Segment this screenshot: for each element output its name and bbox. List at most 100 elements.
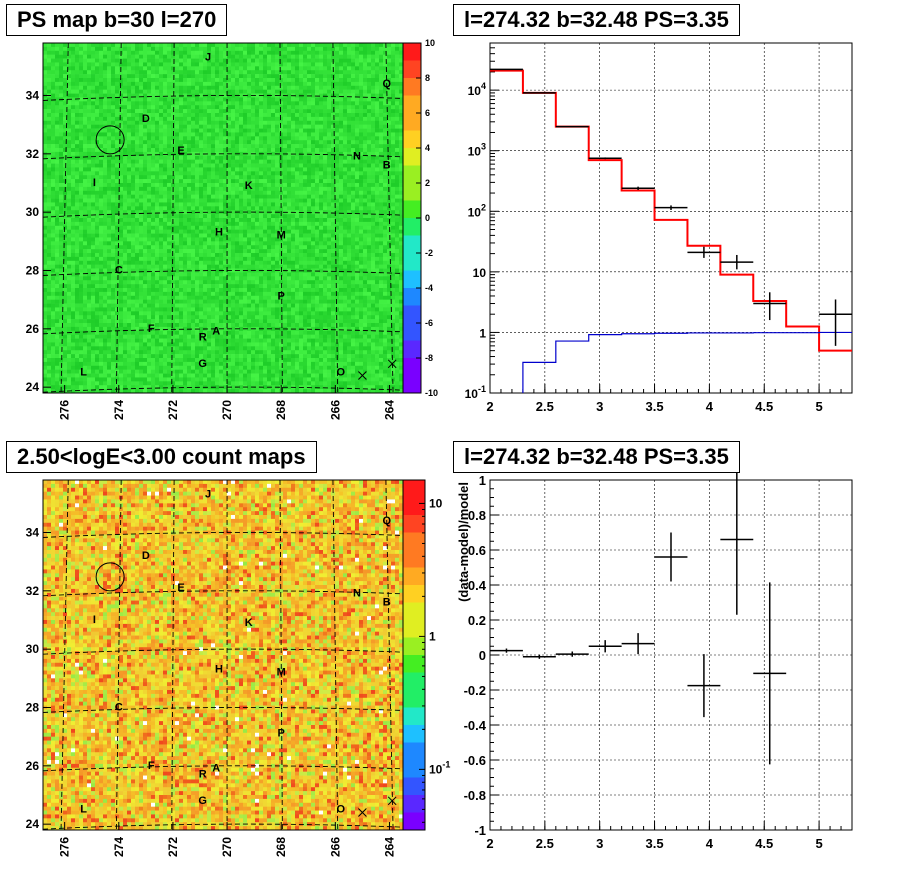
colorbar-step [403,148,421,166]
y-tick-label: -1 [474,823,486,838]
colorbar-step [403,777,425,796]
y-tick-label: 34 [26,526,40,540]
grid-meridian [115,480,122,830]
x-tick-label: 274 [112,837,126,857]
colorbar-step [403,270,421,289]
grid-parallel [43,590,403,597]
y-tick-label: 0.6 [468,543,486,558]
source-label: R [199,332,207,344]
y-axis-label: (data-model)/model [456,482,471,602]
source-label: I [93,614,96,626]
y-tick-label: 0 [479,648,486,663]
spectrum-title: l=274.32 b=32.48 PS=3.35 [453,4,740,36]
colorbar-step [403,602,425,621]
source-label: K [245,617,253,629]
source-label: B [383,596,391,608]
model-total-line [490,69,852,352]
colorbar-step [403,515,425,533]
grid-parallel [43,94,403,101]
x-tick-label: 3 [596,836,603,851]
source-label: C [115,264,123,276]
spectrum-panel: 2 2.5 3 3.5 4 4.5 5 10-1 1 10 102 103 104 [465,42,853,414]
grid-meridian [279,43,283,393]
map-grid [43,43,403,393]
grid-meridian [332,480,339,830]
grid-parallel [43,153,403,160]
x-tick-label: 5 [815,836,822,851]
y-tick-label: 32 [26,584,40,598]
x-tick-label: 264 [382,837,396,857]
count-map-title: 2.50<logE<3.00 count maps [6,441,317,473]
colorbar-label: 0 [425,213,430,223]
colorbar-step [403,760,425,778]
x-tick-label: 276 [58,837,72,857]
source-label: M [277,666,286,678]
grid-meridian [115,43,122,393]
grid-meridian [171,43,175,393]
grid-parallel [43,531,403,538]
grid-parallel [43,386,403,393]
x-marker [387,359,397,369]
source-label: F [148,760,155,772]
colorbar-step [403,812,425,831]
source-label: G [198,795,207,807]
colorbar-step [403,637,425,656]
grid-parallel [43,328,403,335]
spectrum-grid [489,43,852,394]
colorbar-step [403,620,425,638]
source-label: F [148,323,155,335]
y-tick-label: 1 [479,326,486,340]
colorbar-label: -10 [425,388,438,398]
source-label: G [198,358,207,370]
colorbar-step [403,707,425,726]
y-tick-label: 10 [473,266,487,280]
source-label: A [212,763,220,775]
x-tick-label: 266 [328,837,342,857]
colorbar-label: 1 [429,629,436,643]
colorbar-step [403,60,421,79]
colorbar-label: 10 [425,38,435,48]
source-label: B [383,159,391,171]
map-grid [43,480,403,830]
x-marker [358,371,367,380]
source-label: P [278,728,285,740]
y-tick-label: 1 [479,473,486,488]
x-tick-label: 272 [166,837,180,857]
x-tick-label: 2.5 [536,836,554,851]
x-tick-label: 2 [486,836,493,851]
colorbar-label: 8 [425,73,430,83]
source-label: D [142,550,150,562]
grid-parallel [43,706,403,713]
y-tick-label: 103 [468,142,486,159]
x-tick-label: 5 [815,399,822,414]
grid-parallel [43,269,403,276]
colorbar-step [403,78,421,96]
colorbar-step [403,532,425,551]
residual-title: l=274.32 b=32.48 PS=3.35 [453,441,740,473]
x-tick-label: 272 [166,400,180,420]
colorbar-step [403,725,425,743]
x-tick-label: 266 [328,400,342,420]
colorbar-step [403,567,425,586]
source-label: K [245,180,253,192]
source-label: H [215,227,223,239]
colorbar-label: -2 [425,248,433,258]
grid-meridian [332,43,339,393]
x-tick-label: 268 [274,400,288,420]
source-label: Q [382,78,391,90]
source-label: O [336,367,345,379]
grid-meridian [385,43,394,393]
x-tick-label: 3.5 [646,836,664,851]
x-marker [387,796,397,806]
source-label: Q [382,515,391,527]
y-tick-label: 10-1 [465,384,486,401]
y-tick-label: 26 [26,322,40,336]
colorbar-step [403,690,425,708]
grid-meridian [171,480,175,830]
colorbar-label: 10 [429,496,443,510]
colorbar-step [403,305,421,324]
y-tick-label: 26 [26,759,40,773]
source-label: R [199,769,207,781]
